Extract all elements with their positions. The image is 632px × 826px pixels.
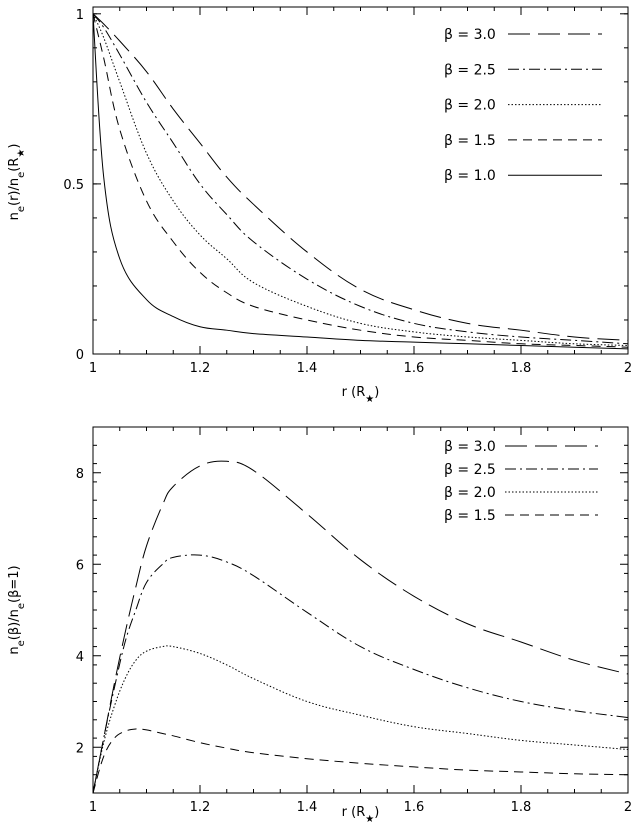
x-tick-label: 1.6 [404,361,425,376]
plot-frame [92,6,629,355]
legend-label: β = 2.5 [444,462,496,478]
series-line-1 [93,13,628,341]
x-axis-label: r (R★) [342,385,380,405]
series-line-1 [93,460,628,793]
legend-label: β = 3.0 [444,27,496,43]
y-axis-label: ne(β)/ne(β=1) [7,565,27,654]
y-tick-label: 0.5 [63,178,84,193]
bottom-chart-panel: 1 1.2 1.4 1.6 1.8 2 2 4 6 8 r (R★) ne(β)/ne(β=1) β =… [7,426,632,825]
legend-label: β = 2.0 [444,98,496,114]
series-line-2 [93,13,628,345]
y-tick-label: 0 [76,348,84,363]
legend-label: β = 3.0 [444,439,496,455]
series-line-3 [93,645,628,793]
series-line-2 [93,554,628,793]
x-tick-label: 1.4 [297,361,318,376]
y-tick-label: 1 [76,8,84,23]
y-axis-label: ne(r)/ne(R★) [7,144,27,221]
series-line-4 [93,728,628,793]
legend-label: β = 2.0 [444,485,496,501]
y-tick-label: 4 [76,650,84,665]
x-axis-label: r (R★) [342,805,380,825]
legend-label: β = 2.5 [444,62,496,78]
x-tick-label: 1.2 [190,800,211,815]
series-line-4 [93,13,628,348]
x-tick-label: 2 [624,361,632,376]
y-tick-label: 6 [76,558,84,573]
x-tick-label: 2 [624,800,632,815]
y-tick-label: 2 [76,741,84,756]
series-line-5 [93,13,628,350]
x-tick-label: 1.8 [511,361,532,376]
top-chart-panel: 1 1.2 1.4 1.6 1.8 2 0 0.5 1 r (R★) ne(r)/ne(R★) β =… [7,6,632,405]
x-tick-label: 1.6 [404,800,425,815]
y-tick-label: 8 [76,467,84,482]
plot-frame [92,426,629,794]
x-tick-label: 1 [89,800,97,815]
series-line-3 [93,13,628,346]
legend-label: β = 1.5 [444,508,496,524]
x-tick-label: 1.8 [511,800,532,815]
x-tick-label: 1 [89,361,97,376]
legend-label: β = 1.0 [444,168,496,184]
legend-label: β = 1.5 [444,133,496,149]
x-tick-label: 1.2 [190,361,211,376]
x-tick-label: 1.4 [297,800,318,815]
